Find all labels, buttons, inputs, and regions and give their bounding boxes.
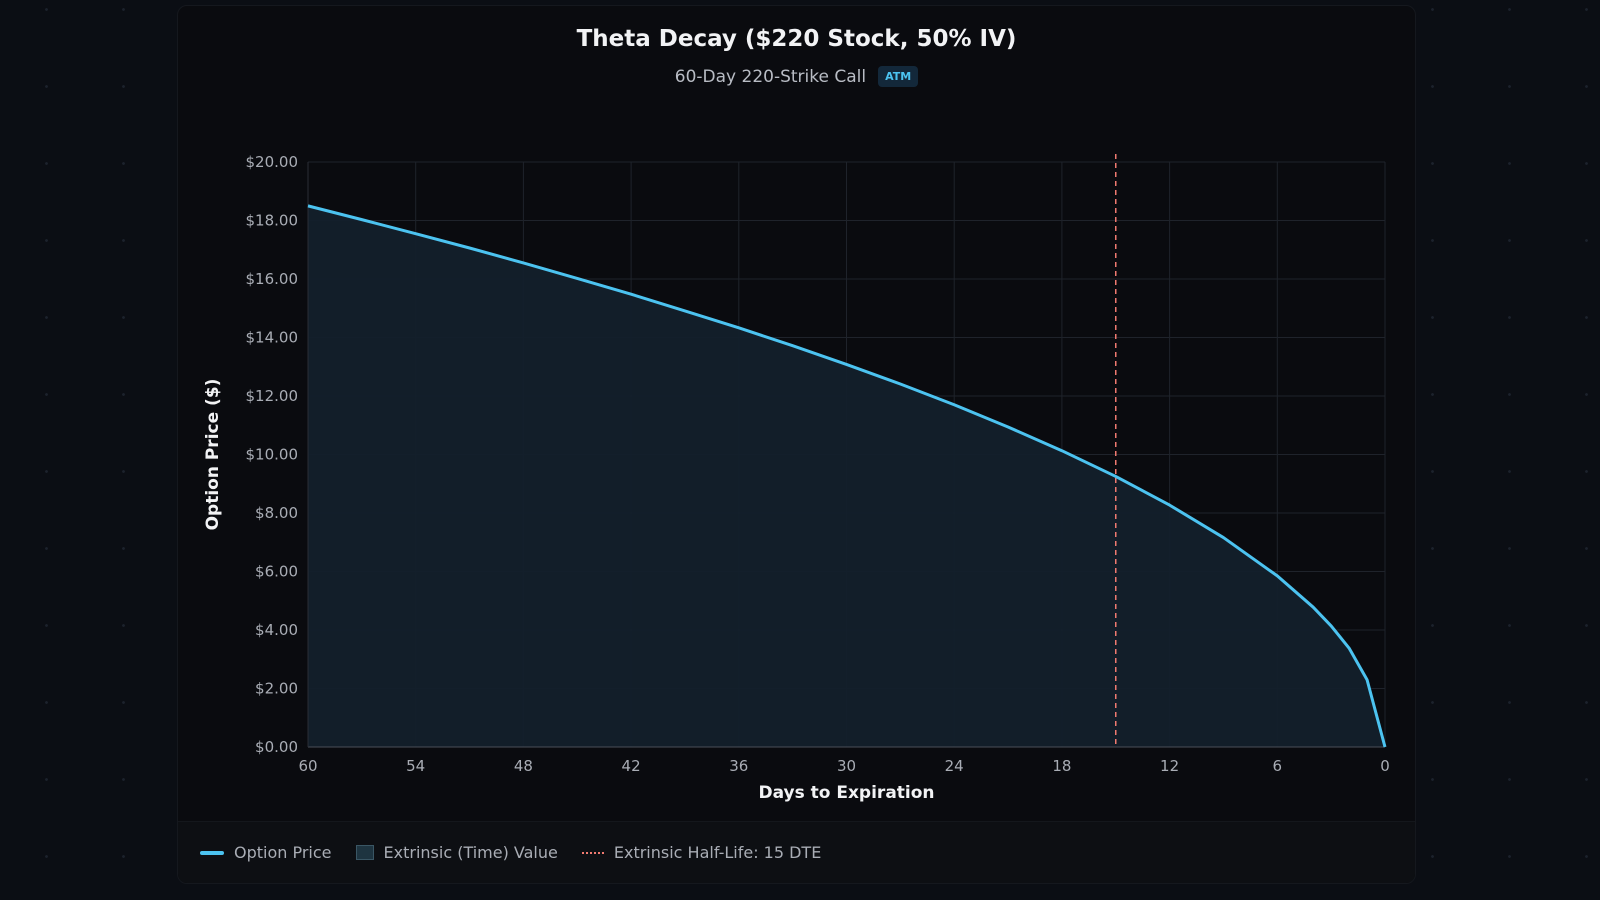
y-tick-label: $20.00 <box>246 153 299 171</box>
legend-label: Option Price <box>234 843 332 862</box>
chart-title: Theta Decay ($220 Stock, 50% IV) <box>576 26 1017 52</box>
y-tick-label: $10.00 <box>246 446 299 464</box>
y-tick-label: $4.00 <box>255 621 298 639</box>
x-axis-title: Days to Expiration <box>758 783 934 803</box>
y-tick-label: $14.00 <box>246 329 299 347</box>
x-tick-label: 24 <box>945 757 964 775</box>
chart-card: Theta Decay ($220 Stock, 50% IV) 60-Day … <box>177 5 1416 884</box>
legend-label: Extrinsic Half-Life: 15 DTE <box>613 843 822 862</box>
x-tick-label: 48 <box>514 757 533 775</box>
y-tick-label: $6.00 <box>255 563 298 581</box>
x-tick-label: 42 <box>622 757 641 775</box>
atm-badge: ATM <box>878 66 919 87</box>
x-tick-label: 6 <box>1273 757 1283 775</box>
plot-area: $0.00 $2.00 $4.00 $6.00 $8.00 $10.00 $12.00 $14… <box>203 153 1390 803</box>
x-tick-label: 30 <box>837 757 856 775</box>
chart-subtitle: 60-Day 220-Strike Call ATM <box>178 66 1415 87</box>
x-tick-label: 60 <box>298 757 317 775</box>
extrinsic-area <box>308 205 1385 747</box>
legend-label: Extrinsic (Time) Value <box>383 843 558 862</box>
x-tick-label: 12 <box>1160 757 1179 775</box>
x-tick-label: 54 <box>406 757 425 775</box>
line-swatch-icon <box>200 850 224 855</box>
legend-item-half-life[interactable]: Extrinsic Half-Life: 15 DTE <box>581 843 822 862</box>
y-tick-label: $12.00 <box>246 387 299 405</box>
y-tick-label: $2.00 <box>255 680 298 698</box>
y-tick-label: $16.00 <box>246 270 299 288</box>
y-tick-label: $0.00 <box>255 738 298 756</box>
x-tick-label: 18 <box>1052 757 1071 775</box>
legend: Option Price Extrinsic (Time) Value Extr… <box>178 821 1415 883</box>
x-tick-label: 36 <box>729 757 748 775</box>
subtitle-text: 60-Day 220-Strike Call <box>674 67 867 87</box>
y-tick-label: $18.00 <box>246 212 299 230</box>
legend-item-option-price[interactable]: Option Price <box>200 843 332 862</box>
legend-item-extrinsic[interactable]: Extrinsic (Time) Value <box>355 843 558 862</box>
area-swatch-icon <box>355 845 374 860</box>
x-tick-label: 0 <box>1380 757 1390 775</box>
y-axis-title: Option Price ($) <box>203 379 223 531</box>
option-price-line <box>307 204 1387 748</box>
y-tick-label: $8.00 <box>255 504 298 522</box>
dashed-swatch-icon <box>581 851 604 854</box>
